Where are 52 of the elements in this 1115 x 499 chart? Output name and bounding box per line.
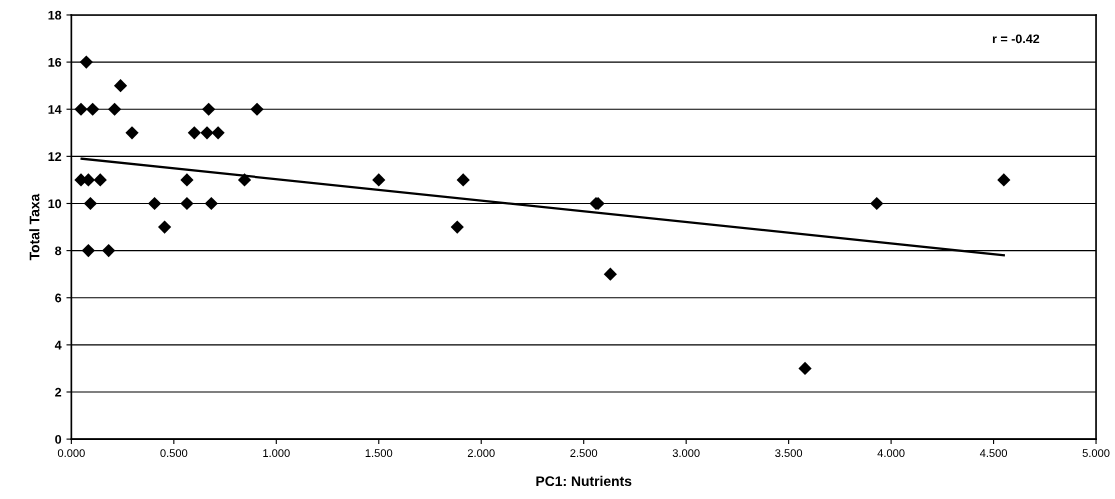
x-tick-label: 2.000 <box>467 449 495 457</box>
point <box>102 244 116 258</box>
x-axis-title: PC1: Nutrients <box>536 475 632 487</box>
y-tick-label: 8 <box>55 246 62 256</box>
point <box>798 361 812 376</box>
y-tick-label: 18 <box>48 10 62 20</box>
point <box>86 102 100 116</box>
x-tick-label: 4.000 <box>877 449 905 457</box>
y-tick-label: 2 <box>55 387 62 397</box>
y-tick-label: 14 <box>48 105 62 114</box>
point <box>456 173 470 187</box>
point <box>113 79 128 93</box>
point <box>93 173 107 187</box>
x-tick-label: 5.000 <box>1082 449 1110 457</box>
y-tick-label: 16 <box>48 57 62 67</box>
point <box>125 126 139 140</box>
point <box>450 220 464 234</box>
point <box>158 220 172 234</box>
point <box>204 196 218 211</box>
x-tick-label: 4.500 <box>979 449 1008 457</box>
point <box>187 126 201 140</box>
point <box>200 126 214 140</box>
x-tick-label: 3.000 <box>672 449 700 457</box>
point <box>997 173 1011 187</box>
x-tick-label: 3.500 <box>775 449 803 457</box>
y-tick-label: 12 <box>48 152 62 161</box>
y-tick-label: 4 <box>54 340 62 350</box>
x-tick-label: 2.500 <box>570 449 598 457</box>
point <box>74 102 88 116</box>
point <box>79 55 93 69</box>
y-tick-label: 10 <box>48 199 62 209</box>
point <box>372 173 386 187</box>
y-axis-title: Total Taxa <box>29 193 40 261</box>
point <box>180 196 194 211</box>
point <box>211 126 225 140</box>
y-tick-label: 6 <box>55 293 62 303</box>
point <box>202 102 216 116</box>
point <box>603 267 617 281</box>
x-tick-label: 0.500 <box>160 449 188 457</box>
point <box>83 196 98 211</box>
annotation: r = -0.42 <box>992 34 1040 44</box>
point <box>147 196 162 211</box>
point <box>180 173 194 187</box>
point <box>237 173 252 187</box>
point <box>108 102 122 116</box>
x-tick-label: 1.500 <box>365 449 393 457</box>
point <box>81 244 95 258</box>
y-tick-label: 0 <box>55 434 62 444</box>
point <box>870 196 884 211</box>
x-tick-label: 0.000 <box>57 449 85 457</box>
point <box>250 102 264 116</box>
x-tick-label: 1.000 <box>263 449 290 457</box>
